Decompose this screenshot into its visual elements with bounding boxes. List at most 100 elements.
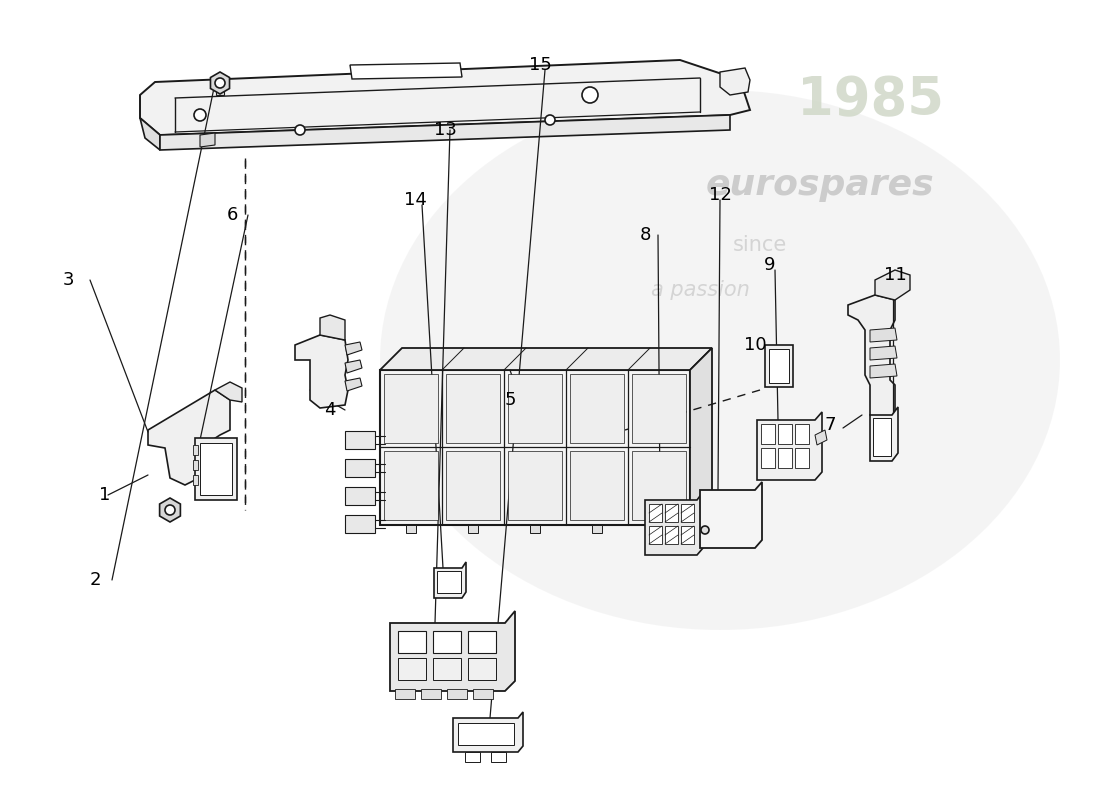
Polygon shape [140,60,750,135]
Bar [666,526,678,544]
Polygon shape [345,378,362,391]
Bar [649,526,662,544]
Text: 10: 10 [744,336,767,354]
Polygon shape [453,712,522,752]
Text: 4: 4 [324,401,336,419]
Bar [437,571,461,593]
Polygon shape [160,498,180,522]
Bar [192,445,198,455]
Bar [764,345,793,387]
Text: 3: 3 [63,271,74,289]
Polygon shape [200,133,214,147]
Bar [433,658,461,680]
Bar [508,374,562,443]
Bar [570,451,624,520]
Bar [795,424,808,444]
Bar [192,460,198,470]
Polygon shape [140,118,159,150]
Text: 13: 13 [433,121,456,139]
Bar [681,504,694,522]
Bar [795,448,808,468]
Bar [384,451,438,520]
Bar [384,374,438,443]
Bar [195,438,236,500]
Text: 9: 9 [764,256,776,274]
Text: eurospares: eurospares [706,168,934,202]
Circle shape [701,526,710,534]
Polygon shape [390,611,515,691]
Polygon shape [434,562,466,598]
Bar [398,631,426,653]
Polygon shape [345,431,375,449]
Circle shape [165,505,175,515]
Polygon shape [870,328,896,342]
Bar [447,689,468,699]
Bar [592,525,602,533]
Text: 8: 8 [639,226,651,244]
Polygon shape [757,412,822,480]
Polygon shape [815,430,827,445]
Polygon shape [848,295,895,420]
Bar [216,83,224,95]
Polygon shape [379,348,712,370]
Polygon shape [690,348,712,525]
Bar [632,374,686,443]
Polygon shape [379,370,690,525]
Text: 2: 2 [89,571,101,589]
Polygon shape [870,346,896,360]
Bar [666,504,678,522]
Text: 1: 1 [99,486,111,504]
Bar [468,525,478,533]
Circle shape [194,109,206,121]
Polygon shape [350,63,462,79]
Bar [778,448,792,468]
Polygon shape [345,487,375,505]
Bar [446,451,501,520]
Bar [473,689,493,699]
Bar [761,448,776,468]
Bar [778,424,792,444]
Circle shape [582,87,598,103]
Polygon shape [874,270,910,300]
Bar [649,504,662,522]
Bar [570,374,624,443]
Polygon shape [720,68,750,95]
Text: 7: 7 [824,416,836,434]
Polygon shape [210,72,230,94]
Text: 14: 14 [404,191,427,209]
Bar [530,525,540,533]
Text: 1985: 1985 [796,74,944,126]
Circle shape [544,115,556,125]
Polygon shape [345,515,375,533]
Bar [632,451,686,520]
Polygon shape [160,115,730,150]
Bar [761,424,776,444]
Bar [468,631,496,653]
Polygon shape [295,335,348,408]
Text: 5: 5 [504,391,516,409]
Text: 11: 11 [883,266,906,284]
Circle shape [295,125,305,135]
Bar [468,658,496,680]
Bar [508,451,562,520]
Bar [491,752,506,762]
Text: a passion: a passion [650,280,749,300]
Ellipse shape [379,90,1060,630]
Bar [873,418,891,456]
Polygon shape [345,360,362,373]
Bar [421,689,441,699]
Polygon shape [345,459,375,477]
Polygon shape [700,482,762,548]
Bar [200,443,232,495]
Text: 6: 6 [227,206,238,224]
Bar [406,525,416,533]
Polygon shape [214,382,242,402]
Bar [398,658,426,680]
Circle shape [214,78,225,88]
Bar [433,631,461,653]
Polygon shape [870,364,896,378]
Bar [654,525,664,533]
Bar [458,723,514,745]
Text: 12: 12 [708,186,732,204]
Polygon shape [320,315,345,340]
